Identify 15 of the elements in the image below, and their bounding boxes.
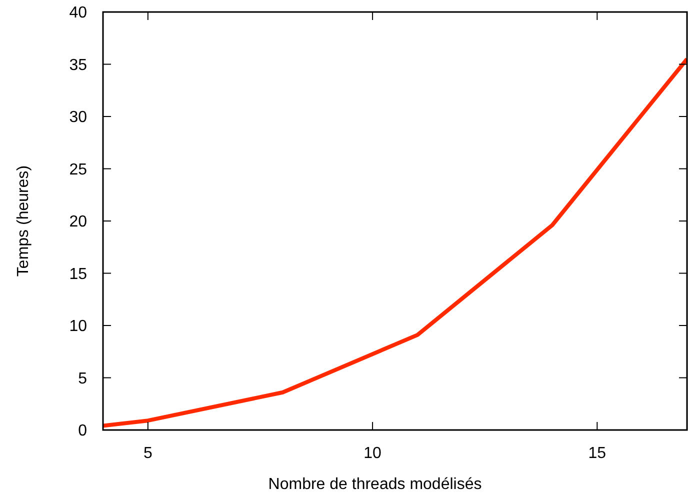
- y-tick-label: 35: [69, 56, 88, 74]
- y-tick-label: 40: [69, 4, 88, 22]
- y-tick-label: 15: [69, 266, 88, 283]
- y-axis-title: Temps (heures): [15, 165, 32, 277]
- y-tick-label: 20: [69, 214, 88, 231]
- x-axis-title: Nombre de threads modélisés: [268, 476, 482, 493]
- x-tick-label: 10: [364, 445, 382, 462]
- y-tick-label: 30: [69, 109, 88, 126]
- y-tick-label: 5: [78, 370, 88, 388]
- line-series: [103, 57, 687, 428]
- x-tick-label: 15: [588, 445, 606, 462]
- y-tick-label: 25: [69, 161, 88, 178]
- x-tick-label: 5: [143, 445, 152, 462]
- y-tick-label: 10: [69, 318, 88, 336]
- y-tick-label: 0: [78, 422, 88, 440]
